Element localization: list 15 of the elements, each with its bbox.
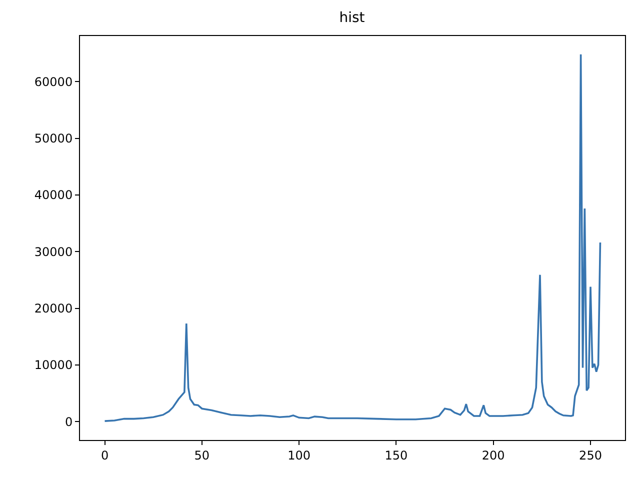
x-tick-label: 100 xyxy=(288,448,311,462)
y-tick-label: 30000 xyxy=(34,244,73,259)
y-tick-label: 20000 xyxy=(34,301,73,316)
y-tick-label: 50000 xyxy=(34,131,73,146)
x-tick-label: 150 xyxy=(384,448,408,462)
x-tick-label: 50 xyxy=(194,448,210,462)
x-tick-label: 0 xyxy=(100,448,109,462)
y-tick-label: 10000 xyxy=(34,358,73,372)
y-tick-label: 60000 xyxy=(34,74,73,89)
x-tick-label: 250 xyxy=(579,448,602,462)
x-tick-label: 200 xyxy=(482,448,505,462)
y-tick-label: 0 xyxy=(64,414,73,429)
line-series xyxy=(104,53,602,422)
chart-title: hist xyxy=(339,10,366,26)
y-tick-label: 40000 xyxy=(34,188,73,202)
